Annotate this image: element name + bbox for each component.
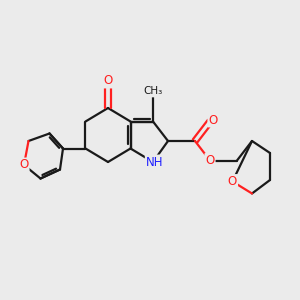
Text: CH₃: CH₃ bbox=[143, 86, 163, 97]
Text: O: O bbox=[228, 175, 237, 188]
Text: O: O bbox=[20, 158, 28, 172]
Text: O: O bbox=[206, 154, 214, 167]
Text: NH: NH bbox=[146, 155, 163, 169]
Text: O: O bbox=[208, 113, 217, 127]
Text: O: O bbox=[103, 74, 112, 88]
